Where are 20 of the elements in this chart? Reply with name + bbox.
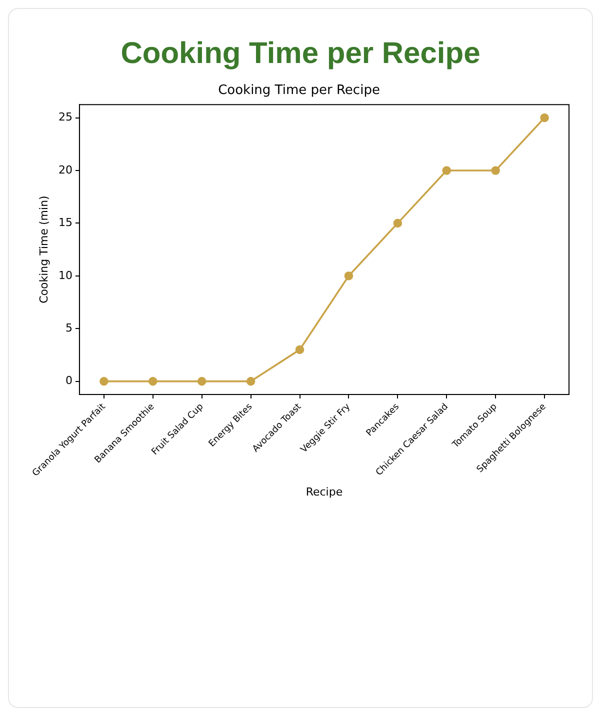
point xyxy=(344,271,354,280)
point xyxy=(295,345,304,354)
y-tick-label: 0 xyxy=(65,374,72,388)
point xyxy=(246,376,256,386)
point xyxy=(148,376,158,386)
chart-subtitle: Cooking Time per Recipe xyxy=(218,83,380,98)
y-tick-label: 20 xyxy=(58,163,72,176)
point xyxy=(197,376,206,386)
x-axis-title: Recipe xyxy=(306,485,343,498)
y-tick-label: 25 xyxy=(58,110,72,124)
y-tick-label: 5 xyxy=(65,321,72,334)
y-tick-label: 10 xyxy=(58,268,72,282)
chart-title: Cooking Time per Recipe xyxy=(120,37,482,71)
y-axis-title: Cooking Time (min) xyxy=(38,196,51,304)
point xyxy=(540,113,549,122)
point xyxy=(442,166,452,175)
point xyxy=(100,376,108,386)
y-tick-label: 15 xyxy=(58,216,72,230)
point xyxy=(393,218,402,228)
point xyxy=(491,166,500,175)
